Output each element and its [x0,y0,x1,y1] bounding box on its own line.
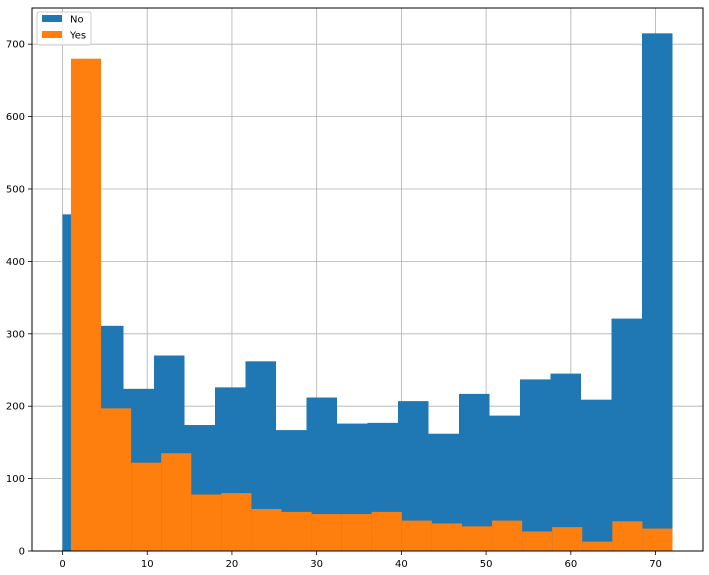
y-tick-label: 400 [6,257,25,268]
bar-yes-7 [281,511,312,551]
bar-yes-18 [612,521,643,551]
x-tick-label: 30 [310,559,323,570]
bar-yes-1 [101,408,132,551]
x-axis: 0 10 20 30 40 50 60 70 [59,551,662,570]
bar-yes-19 [642,528,673,551]
legend-swatch-yes [42,31,62,38]
bar-yes-5 [221,493,252,551]
bar-no-13 [459,393,490,551]
bar-yes-13 [461,526,493,551]
bar-yes-14 [492,520,523,551]
x-tick-label: 0 [59,559,65,570]
bar-yes-6 [251,509,282,551]
bar-yes-11 [401,520,432,551]
y-axis: 0 100 200 300 400 500 600 700 [6,40,32,558]
y-tick-label: 100 [6,474,25,485]
y-tick-label: 300 [6,329,25,340]
legend-label-no: No [70,15,84,26]
bar-yes-15 [522,531,553,551]
x-tick-label: 70 [649,559,662,570]
bar-no-19 [642,33,673,551]
bar-yes-2 [131,462,162,551]
y-tick-label: 700 [6,40,25,51]
bar-yes-10 [371,511,402,551]
y-tick-label: 600 [6,112,25,123]
x-tick-label: 40 [395,559,408,570]
legend-swatch-no [42,15,62,22]
bar-no-18 [611,318,642,551]
bar-yes-17 [582,541,613,551]
y-tick-label: 0 [19,547,25,558]
y-tick-label: 200 [6,402,25,413]
bar-yes-12 [431,523,462,551]
x-tick-label: 10 [141,559,154,570]
bar-no-15 [520,379,551,551]
y-tick-label: 500 [6,185,25,196]
legend: No Yes [36,11,92,46]
bar-yes-8 [311,514,342,551]
x-tick-label: 60 [564,559,577,570]
bar-no-17 [581,399,612,551]
x-tick-label: 20 [226,559,239,570]
bar-yes-16 [552,527,583,551]
bar-yes-3 [161,453,192,551]
bar-yes-0 [70,58,102,552]
bar-yes-4 [191,494,222,551]
x-tick-label: 50 [480,559,493,570]
bar-no-16 [550,373,581,551]
plot-frame [31,7,704,552]
legend-label-yes: Yes [69,31,86,42]
bar-yes-9 [341,514,372,551]
series-yes-bars [70,58,673,552]
